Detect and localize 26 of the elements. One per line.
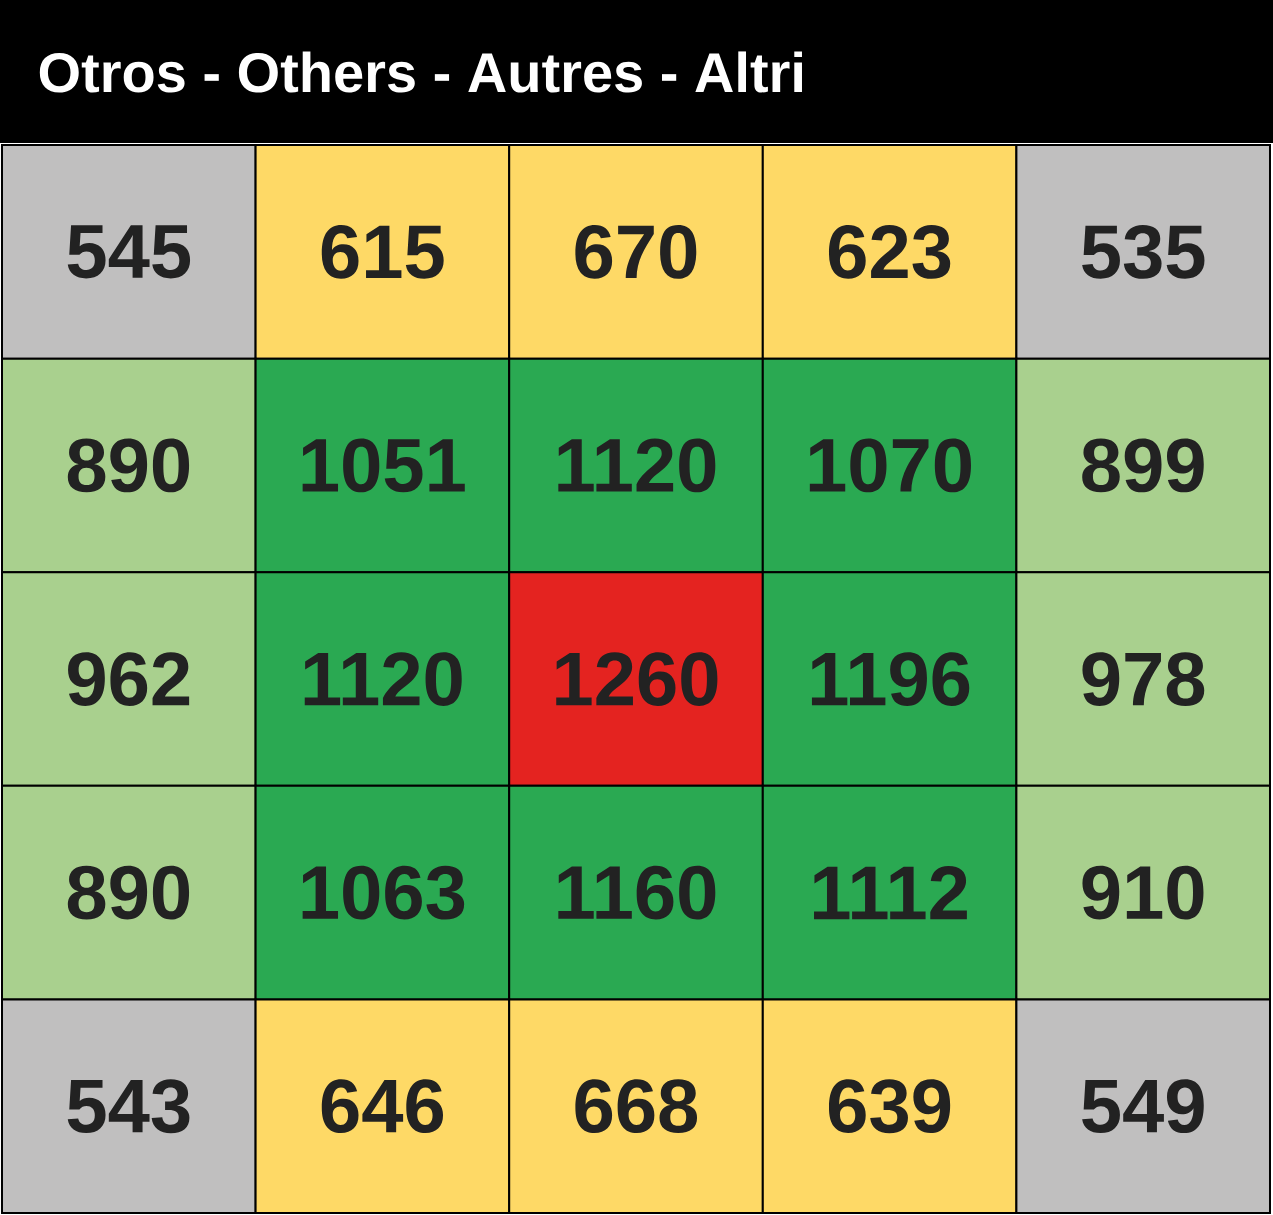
data-label: 1196 <box>811 652 970 706</box>
data-label: 1070 <box>809 438 971 493</box>
data-label: 535 <box>1082 224 1205 279</box>
data-label: 1120 <box>304 652 462 706</box>
data-label: 978 <box>1082 652 1205 706</box>
data-label: 1120 <box>558 438 716 493</box>
data-label: 890 <box>67 438 190 493</box>
data-label: 1112 <box>814 866 967 920</box>
data-label: 890 <box>67 865 190 920</box>
data-label: 1160 <box>558 865 716 920</box>
data-label: 962 <box>68 652 190 706</box>
data-label: 615 <box>321 224 444 279</box>
data-label: 623 <box>828 224 951 279</box>
data-label: 549 <box>1082 1079 1204 1134</box>
chart-title: Otros - Others - Autres - Altri <box>39 51 802 93</box>
data-label: 1260 <box>556 652 718 706</box>
data-label: 646 <box>321 1079 444 1134</box>
data-label: 1063 <box>302 865 465 920</box>
data-label: 668 <box>575 1079 698 1134</box>
data-label: 639 <box>828 1079 951 1134</box>
data-label: 899 <box>1082 438 1204 493</box>
data-label: 670 <box>575 224 697 279</box>
data-label: 543 <box>67 1079 190 1134</box>
data-label: 910 <box>1082 865 1204 920</box>
data-label: 1051 <box>302 438 465 493</box>
data-label: 545 <box>67 225 191 279</box>
